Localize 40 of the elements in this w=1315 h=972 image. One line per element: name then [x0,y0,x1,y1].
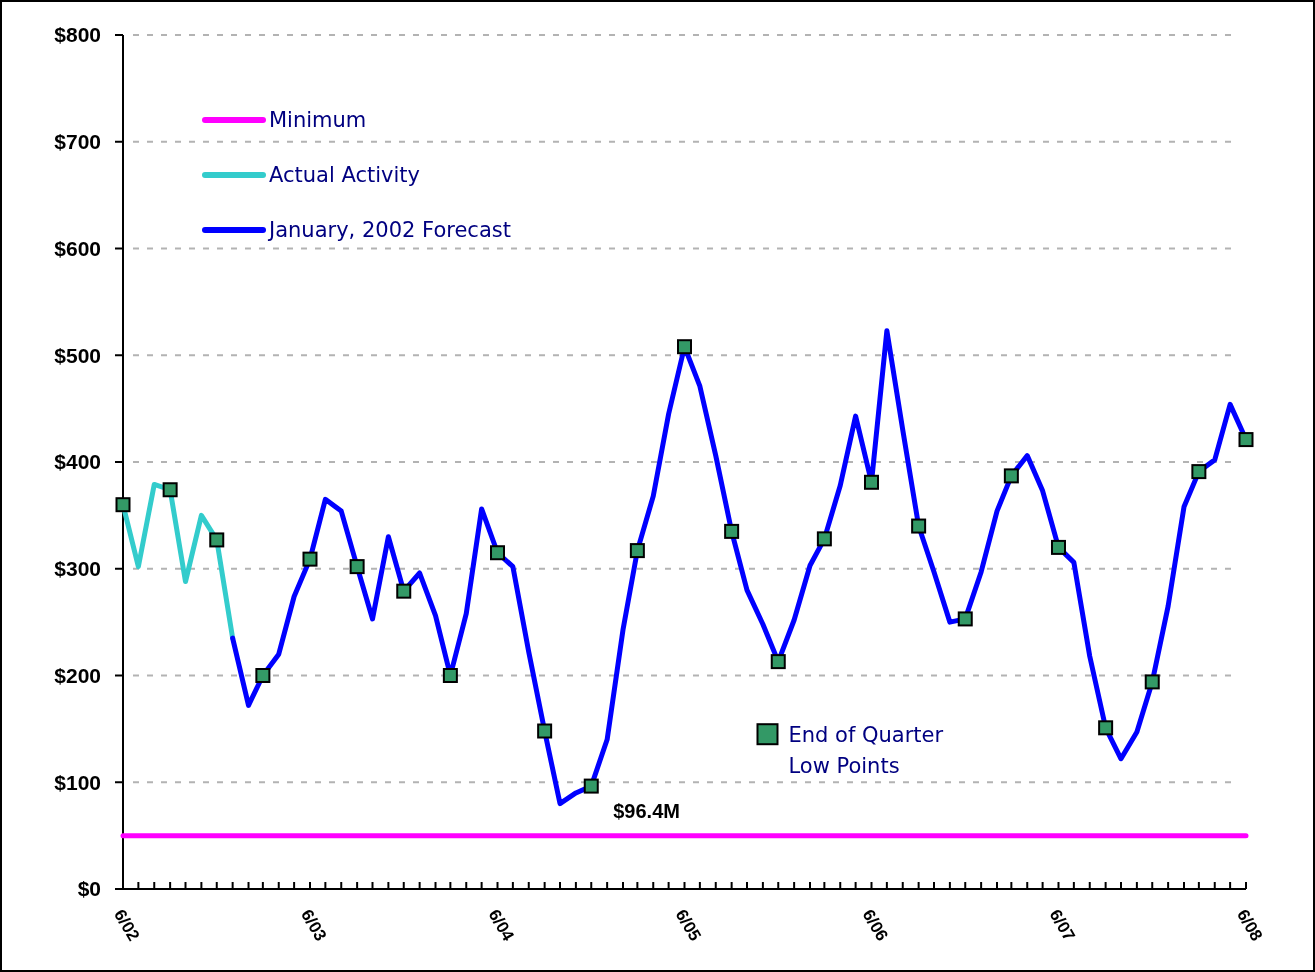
legend-label: Actual Activity [269,163,420,188]
point [1098,720,1114,736]
point [490,545,505,561]
point [1003,468,1019,484]
legend-label: Minimum [269,108,367,133]
point [957,611,973,627]
point [302,551,318,567]
point [349,559,365,575]
y-tick-label: $500 [54,343,101,367]
point [537,723,553,739]
point [770,654,786,670]
y-tick-label: $800 [54,23,101,47]
y-tick-label: $600 [54,236,101,260]
point [816,531,832,547]
y-tick-label: $700 [54,130,101,154]
point [1144,674,1160,690]
point [1050,539,1066,555]
point [209,532,225,548]
y-tick-label: $400 [54,450,101,474]
point [115,497,131,513]
point [1238,432,1254,448]
y-tick-label: $300 [54,557,101,581]
x-tick-label: 6/07 [1045,906,1079,945]
y-tick-label: $0 [77,877,101,901]
point [442,668,458,683]
legend-label: End of Quarter Low Points [788,722,944,779]
annotation: $96.4M [613,800,680,823]
point [1191,464,1207,480]
point [162,482,178,498]
legend-label: January, 2002 Forecast [267,218,511,243]
point [864,474,879,490]
point [911,518,927,534]
point [724,523,740,539]
point [396,583,412,599]
point [629,543,645,559]
y-tick-label: $100 [54,770,101,794]
y-tick-label: $200 [54,663,101,687]
point [677,339,692,355]
point [255,668,271,683]
point [583,778,599,794]
